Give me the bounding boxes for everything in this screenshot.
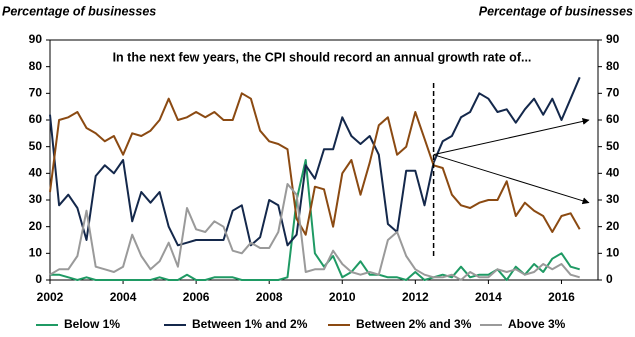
series-line [49,76,581,247]
legend-label: Between 2% and 3% [356,317,472,331]
y2-tick-label: 30 [606,192,620,206]
y-tick-label: 50 [29,139,43,153]
x-tick-label: 2010 [329,290,356,304]
chart-title: In the next few years, the CPI should re… [113,50,532,64]
x-tick-label: 2008 [256,290,283,304]
y-tick-label: 90 [29,32,43,46]
y2-axis-title: Percentage of businesses [479,4,633,18]
y2-tick-label: 50 [606,139,620,153]
y-tick-label: 30 [29,192,43,206]
x-tick-label: 2006 [183,290,210,304]
legend-label: Between 1% and 2% [192,317,308,331]
y-tick-label: 10 [29,246,43,260]
x-tick-label: 2016 [548,290,575,304]
plot-frame [49,39,599,281]
series-line [50,159,580,281]
y-tick-label: 20 [29,219,43,233]
x-tick-label: 2004 [110,290,137,304]
series-line [49,92,581,236]
y2-tick-label: 60 [606,112,620,126]
annotation-arrow [433,117,590,156]
x-tick-label: 2014 [475,290,502,304]
x-tick-label: 2002 [37,290,64,304]
y-axis-title: Percentage of businesses [2,4,156,18]
legend-label: Below 1% [64,317,120,331]
y-tick-label: 0 [35,272,42,286]
y-tick-label: 70 [29,86,43,100]
y2-tick-label: 0 [606,272,613,286]
y2-tick-label: 90 [606,32,620,46]
y2-tick-label: 40 [606,166,620,180]
y-tick-label: 80 [29,59,43,73]
legend-label: Above 3% [508,317,566,331]
y-tick-label: 60 [29,112,43,126]
y-tick-label: 40 [29,166,43,180]
y2-tick-label: 20 [606,219,620,233]
x-tick-label: 2012 [402,290,429,304]
y2-tick-label: 70 [606,86,620,100]
series-line [49,183,580,281]
y2-tick-label: 10 [606,246,620,260]
annotation-arrow [433,154,590,205]
y2-tick-label: 80 [606,59,620,73]
